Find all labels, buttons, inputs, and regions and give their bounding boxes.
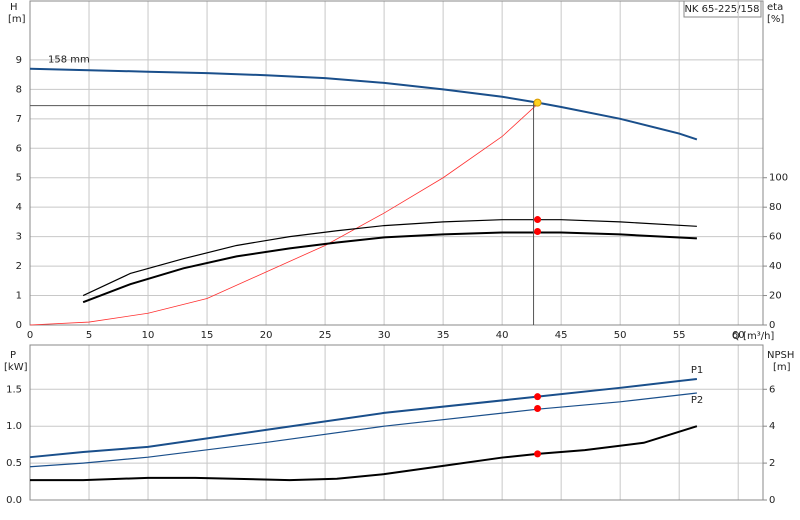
x-tick-label: 35 [437,330,450,341]
operating-point [534,404,542,412]
y2-tick-label: 0 [769,320,775,331]
y-tick-label: 7 [16,114,22,125]
x-tick-label: 55 [673,330,686,341]
x-tick-label: 0 [27,330,33,341]
y-tick-label: 1 [16,291,22,302]
x-tick-label: 5 [86,330,92,341]
curve [82,231,697,304]
y2-axis-unit: [%] [767,14,784,25]
y-tick-label: 4 [16,202,22,213]
series-label: 158 mm [48,55,90,66]
y-tick-label: 1.0 [6,421,22,432]
series-label: P1 [691,365,703,376]
y-tick-label: 2 [16,261,22,272]
y2-tick-label: 100 [769,173,788,184]
y2-tick-label: 20 [769,291,782,302]
y-tick-label: 6 [16,143,22,154]
curve [29,377,698,459]
operating-point [534,227,542,235]
y2-tick-label: 0 [769,495,775,506]
y2-tick-label: 4 [769,421,775,432]
y-tick-label: 0.0 [6,495,22,506]
y2-tick-label: 60 [769,232,782,243]
operating-point [534,216,542,224]
x-axis-label: Q [m³/h] [732,331,774,342]
y-axis-unit: [m] [8,14,26,25]
y2-tick-label: 40 [769,261,782,272]
x-tick-label: 60 [732,330,745,341]
curve [82,219,697,297]
x-tick-label: 20 [260,330,273,341]
y-tick-label: 0 [16,320,22,331]
curve [29,67,698,141]
chart-title: NK 65-225/158 [684,4,759,15]
y-tick-label: 1.5 [6,384,22,395]
x-tick-label: 45 [555,330,568,341]
y2-axis-label: eta [767,2,783,13]
y-axis-label: H [10,2,18,13]
y2-tick-label: 80 [769,202,782,213]
y-axis-label: P [10,350,16,361]
operating-point [534,450,542,458]
y2-tick-label: 6 [769,384,775,395]
curve [29,392,697,468]
x-tick-label: 50 [614,330,627,341]
y-tick-label: 3 [16,232,22,243]
x-tick-label: 40 [496,330,509,341]
y2-axis-label: NPSH [767,350,794,361]
plot-frame [29,344,764,501]
operating-point [534,393,542,401]
plot-frame [29,0,764,326]
y-axis-unit: [kW] [4,362,28,373]
y-tick-label: 8 [16,84,22,95]
y-tick-label: 5 [16,173,22,184]
x-tick-label: 30 [378,330,391,341]
y2-tick-label: 2 [769,458,775,469]
x-tick-label: 25 [319,330,332,341]
y-tick-label: 0.5 [6,458,22,469]
operating-point [533,98,542,107]
x-tick-label: 10 [142,330,155,341]
y2-axis-unit: [m] [773,362,791,373]
curve [29,103,538,326]
curve [30,425,698,482]
x-tick-label: 15 [201,330,214,341]
series-label: P2 [691,395,703,406]
y-tick-label: 9 [16,55,22,66]
